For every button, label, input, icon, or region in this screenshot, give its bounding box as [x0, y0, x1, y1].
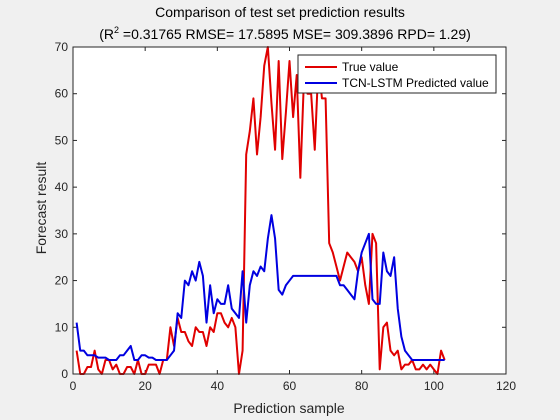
- y-tick-label: 20: [55, 274, 69, 288]
- plot-area: [73, 47, 506, 374]
- y-tick-label: 60: [55, 87, 69, 101]
- x-tick-label: 20: [138, 379, 152, 393]
- x-axis-label: Prediction sample: [233, 400, 344, 416]
- legend-label-tcn-lstm-predicted: TCN-LSTM Predicted value: [342, 76, 489, 90]
- legend-box: [297, 54, 497, 94]
- y-tick-label: 70: [55, 40, 69, 54]
- x-tick-label: 40: [211, 379, 225, 393]
- y-tick-label: 0: [61, 367, 68, 381]
- series-group: [75, 46, 446, 375]
- x-tick-label: 0: [70, 379, 77, 393]
- y-tick-label: 40: [55, 180, 69, 194]
- subtitle-r2-exponent: 2: [114, 25, 119, 35]
- x-axis-ticks: 0 20 40 60 80 100 120: [70, 47, 516, 393]
- subtitle-metrics: =0.31765 RMSE= 17.5895 MSE= 309.3896 RPD…: [119, 26, 471, 42]
- legend-label-true-value: True value: [342, 60, 399, 74]
- y-tick-label: 30: [55, 227, 69, 241]
- subtitle-r2-label: R: [104, 26, 114, 42]
- y-axis-label: Forecast result: [33, 162, 49, 255]
- y-axis-ticks: 0 10 20 30 40 50 60 70: [55, 40, 506, 381]
- chart-subtitle: (R2 =0.31765 RMSE= 17.5895 MSE= 309.3896…: [99, 25, 471, 42]
- chart-title: Comparison of test set prediction result…: [155, 4, 405, 20]
- x-tick-label: 60: [283, 379, 297, 393]
- x-tick-label: 80: [355, 379, 369, 393]
- y-tick-label: 10: [55, 320, 69, 334]
- x-tick-label: 120: [496, 379, 516, 393]
- series-line-tcn-lstm-predicted: [75, 214, 445, 361]
- legend: True value TCN-LSTM Predicted value: [297, 54, 497, 94]
- plot-frame: [72, 46, 507, 375]
- y-tick-label: 50: [55, 133, 69, 147]
- x-tick-label: 100: [424, 379, 444, 393]
- subtitle-open: (: [99, 26, 104, 42]
